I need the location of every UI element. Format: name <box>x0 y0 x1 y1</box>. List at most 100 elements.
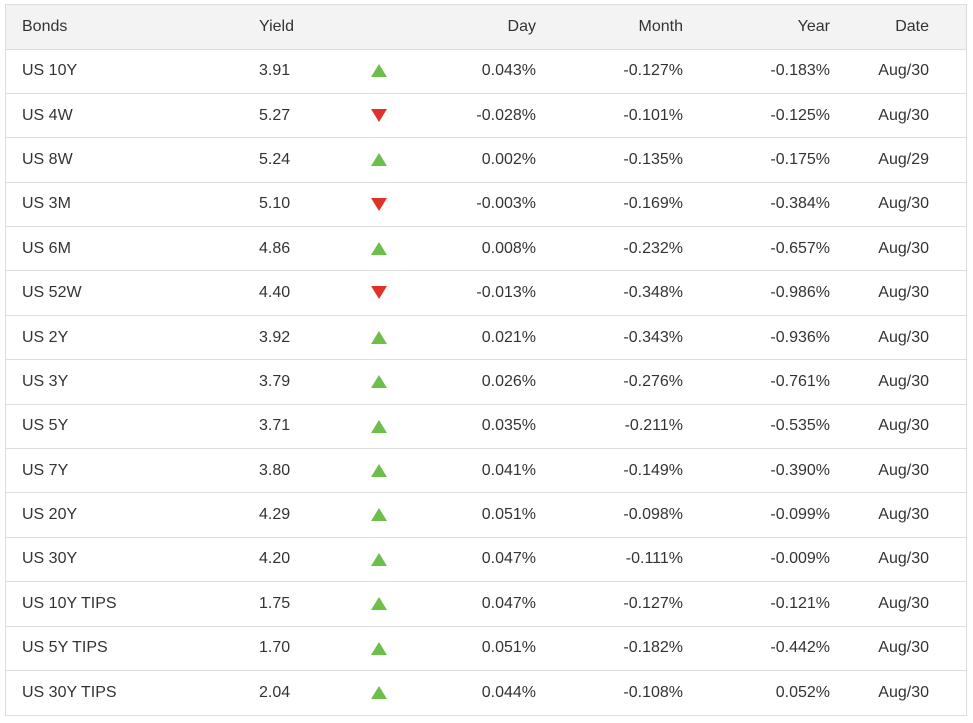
direction-cell <box>359 93 399 137</box>
table-row[interactable]: US 2Y 3.92 0.021% -0.343% -0.936% Aug/30 <box>6 315 966 359</box>
day-change: 0.047% <box>481 594 536 612</box>
direction-cell <box>359 626 399 670</box>
header-month[interactable]: Month <box>638 17 683 35</box>
table-row[interactable]: US 10Y 3.91 0.043% -0.127% -0.183% Aug/30 <box>6 49 966 93</box>
bond-name-link[interactable]: US 10Y <box>22 62 78 80</box>
bond-name-link[interactable]: US 4W <box>22 106 73 124</box>
table-row[interactable]: US 5Y TIPS 1.70 0.051% -0.182% -0.442% Aug/30 <box>6 626 966 670</box>
yield-value: 3.91 <box>259 62 291 80</box>
table-row[interactable]: US 6M 4.86 0.008% -0.232% -0.657% Aug/30 <box>6 226 966 271</box>
header-day[interactable]: Day <box>507 17 536 35</box>
table-row[interactable]: US 7Y 3.80 0.041% -0.149% -0.390% Aug/30 <box>6 448 966 493</box>
month-change: -0.127% <box>623 594 683 612</box>
month-change: -0.098% <box>623 506 683 524</box>
triangle-down-icon <box>371 197 387 211</box>
date-value: Aug/30 <box>878 372 929 390</box>
header-bonds[interactable]: Bonds <box>22 17 68 35</box>
table-row[interactable]: US 10Y TIPS 1.75 0.047% -0.127% -0.121% Aug/3… <box>6 581 966 626</box>
table-row[interactable]: US 5Y 3.71 0.035% -0.211% -0.535% Aug/30 <box>6 404 966 448</box>
day-change: 0.051% <box>481 639 536 657</box>
day-change: 0.008% <box>481 239 536 257</box>
date-value: Aug/30 <box>878 195 929 213</box>
header-date[interactable]: Date <box>895 17 929 35</box>
direction-cell <box>359 493 399 537</box>
direction-cell <box>359 404 399 448</box>
month-change: -0.127% <box>623 62 683 80</box>
table-row[interactable]: US 52W 4.40 -0.013% -0.348% -0.986% Aug/30 <box>6 270 966 315</box>
month-change: -0.101% <box>623 106 683 124</box>
bond-name-link[interactable]: US 6M <box>22 239 71 257</box>
table-row[interactable]: US 3Y 3.79 0.026% -0.276% -0.761% Aug/30 <box>6 359 966 404</box>
year-change: 0.052% <box>775 683 830 701</box>
date-value: Aug/29 <box>878 150 929 168</box>
bond-name-link[interactable]: US 30Y TIPS <box>22 683 117 701</box>
direction-cell <box>359 182 399 226</box>
triangle-up-icon <box>371 597 387 611</box>
bond-name-link[interactable]: US 5Y <box>22 417 69 435</box>
date-value: Aug/30 <box>878 284 929 302</box>
date-value: Aug/30 <box>878 594 929 612</box>
year-change: -0.442% <box>770 639 830 657</box>
day-change: 0.041% <box>481 461 536 479</box>
day-change: 0.002% <box>481 150 536 168</box>
day-change: -0.028% <box>476 106 536 124</box>
day-change: 0.051% <box>481 506 536 524</box>
table-row[interactable]: US 20Y 4.29 0.051% -0.098% -0.099% Aug/30 <box>6 492 966 537</box>
table-row[interactable]: US 30Y TIPS 2.04 0.044% -0.108% 0.052% Aug/30 <box>6 670 966 714</box>
yield-value: 3.71 <box>259 417 291 435</box>
triangle-up-icon <box>371 153 387 167</box>
bond-name-link[interactable]: US 8W <box>22 150 73 168</box>
triangle-up-icon <box>371 64 387 78</box>
bond-name-link[interactable]: US 20Y <box>22 506 78 524</box>
bond-name-link[interactable]: US 7Y <box>22 461 69 479</box>
day-change: 0.035% <box>481 417 536 435</box>
year-change: -0.183% <box>770 62 830 80</box>
header-yield[interactable]: Yield <box>259 17 294 35</box>
table-row[interactable]: US 8W 5.24 0.002% -0.135% -0.175% Aug/29 <box>6 137 966 182</box>
bonds-table: Bonds Yield Day Month Year Date US 10Y 3.… <box>6 5 966 715</box>
day-change: -0.013% <box>476 284 536 302</box>
table-body: US 10Y 3.91 0.043% -0.127% -0.183% Aug/30 US 4… <box>6 49 966 715</box>
bond-name-link[interactable]: US 5Y TIPS <box>22 639 108 657</box>
table-row[interactable]: US 4W 5.27 -0.028% -0.101% -0.125% Aug/30 <box>6 93 966 137</box>
year-change: -0.175% <box>770 150 830 168</box>
bond-name-link[interactable]: US 52W <box>22 284 82 302</box>
bond-name-link[interactable]: US 10Y TIPS <box>22 594 117 612</box>
table-row[interactable]: US 3M 5.10 -0.003% -0.169% -0.384% Aug/30 <box>6 182 966 226</box>
triangle-down-icon <box>371 108 387 122</box>
yield-value: 5.10 <box>259 195 291 213</box>
yield-value: 4.86 <box>259 239 291 257</box>
month-change: -0.111% <box>625 550 683 568</box>
year-change: -0.936% <box>770 328 830 346</box>
header-year[interactable]: Year <box>797 17 830 35</box>
yield-value: 2.04 <box>259 683 291 701</box>
direction-cell <box>359 582 399 626</box>
bond-name-link[interactable]: US 2Y <box>22 328 69 346</box>
day-change: 0.043% <box>481 62 536 80</box>
triangle-up-icon <box>371 641 387 655</box>
triangle-up-icon <box>371 552 387 566</box>
yield-value: 4.20 <box>259 550 291 568</box>
day-change: -0.003% <box>476 195 536 213</box>
direction-cell <box>359 449 399 493</box>
month-change: -0.182% <box>623 639 683 657</box>
month-change: -0.135% <box>623 150 683 168</box>
month-change: -0.343% <box>623 328 683 346</box>
triangle-up-icon <box>371 375 387 389</box>
triangle-down-icon <box>371 286 387 300</box>
bond-name-link[interactable]: US 30Y <box>22 550 78 568</box>
direction-cell <box>359 670 399 714</box>
year-change: -0.384% <box>770 195 830 213</box>
triangle-up-icon <box>371 463 387 477</box>
bond-name-link[interactable]: US 3M <box>22 195 71 213</box>
yield-value: 4.40 <box>259 284 291 302</box>
month-change: -0.348% <box>623 284 683 302</box>
year-change: -0.986% <box>770 284 830 302</box>
month-change: -0.276% <box>623 372 683 390</box>
bond-name-link[interactable]: US 3Y <box>22 372 69 390</box>
triangle-up-icon <box>371 330 387 344</box>
yield-value: 4.29 <box>259 506 291 524</box>
table-row[interactable]: US 30Y 4.20 0.047% -0.111% -0.009% Aug/30 <box>6 537 966 581</box>
direction-cell <box>359 227 399 271</box>
yield-value: 3.92 <box>259 328 291 346</box>
